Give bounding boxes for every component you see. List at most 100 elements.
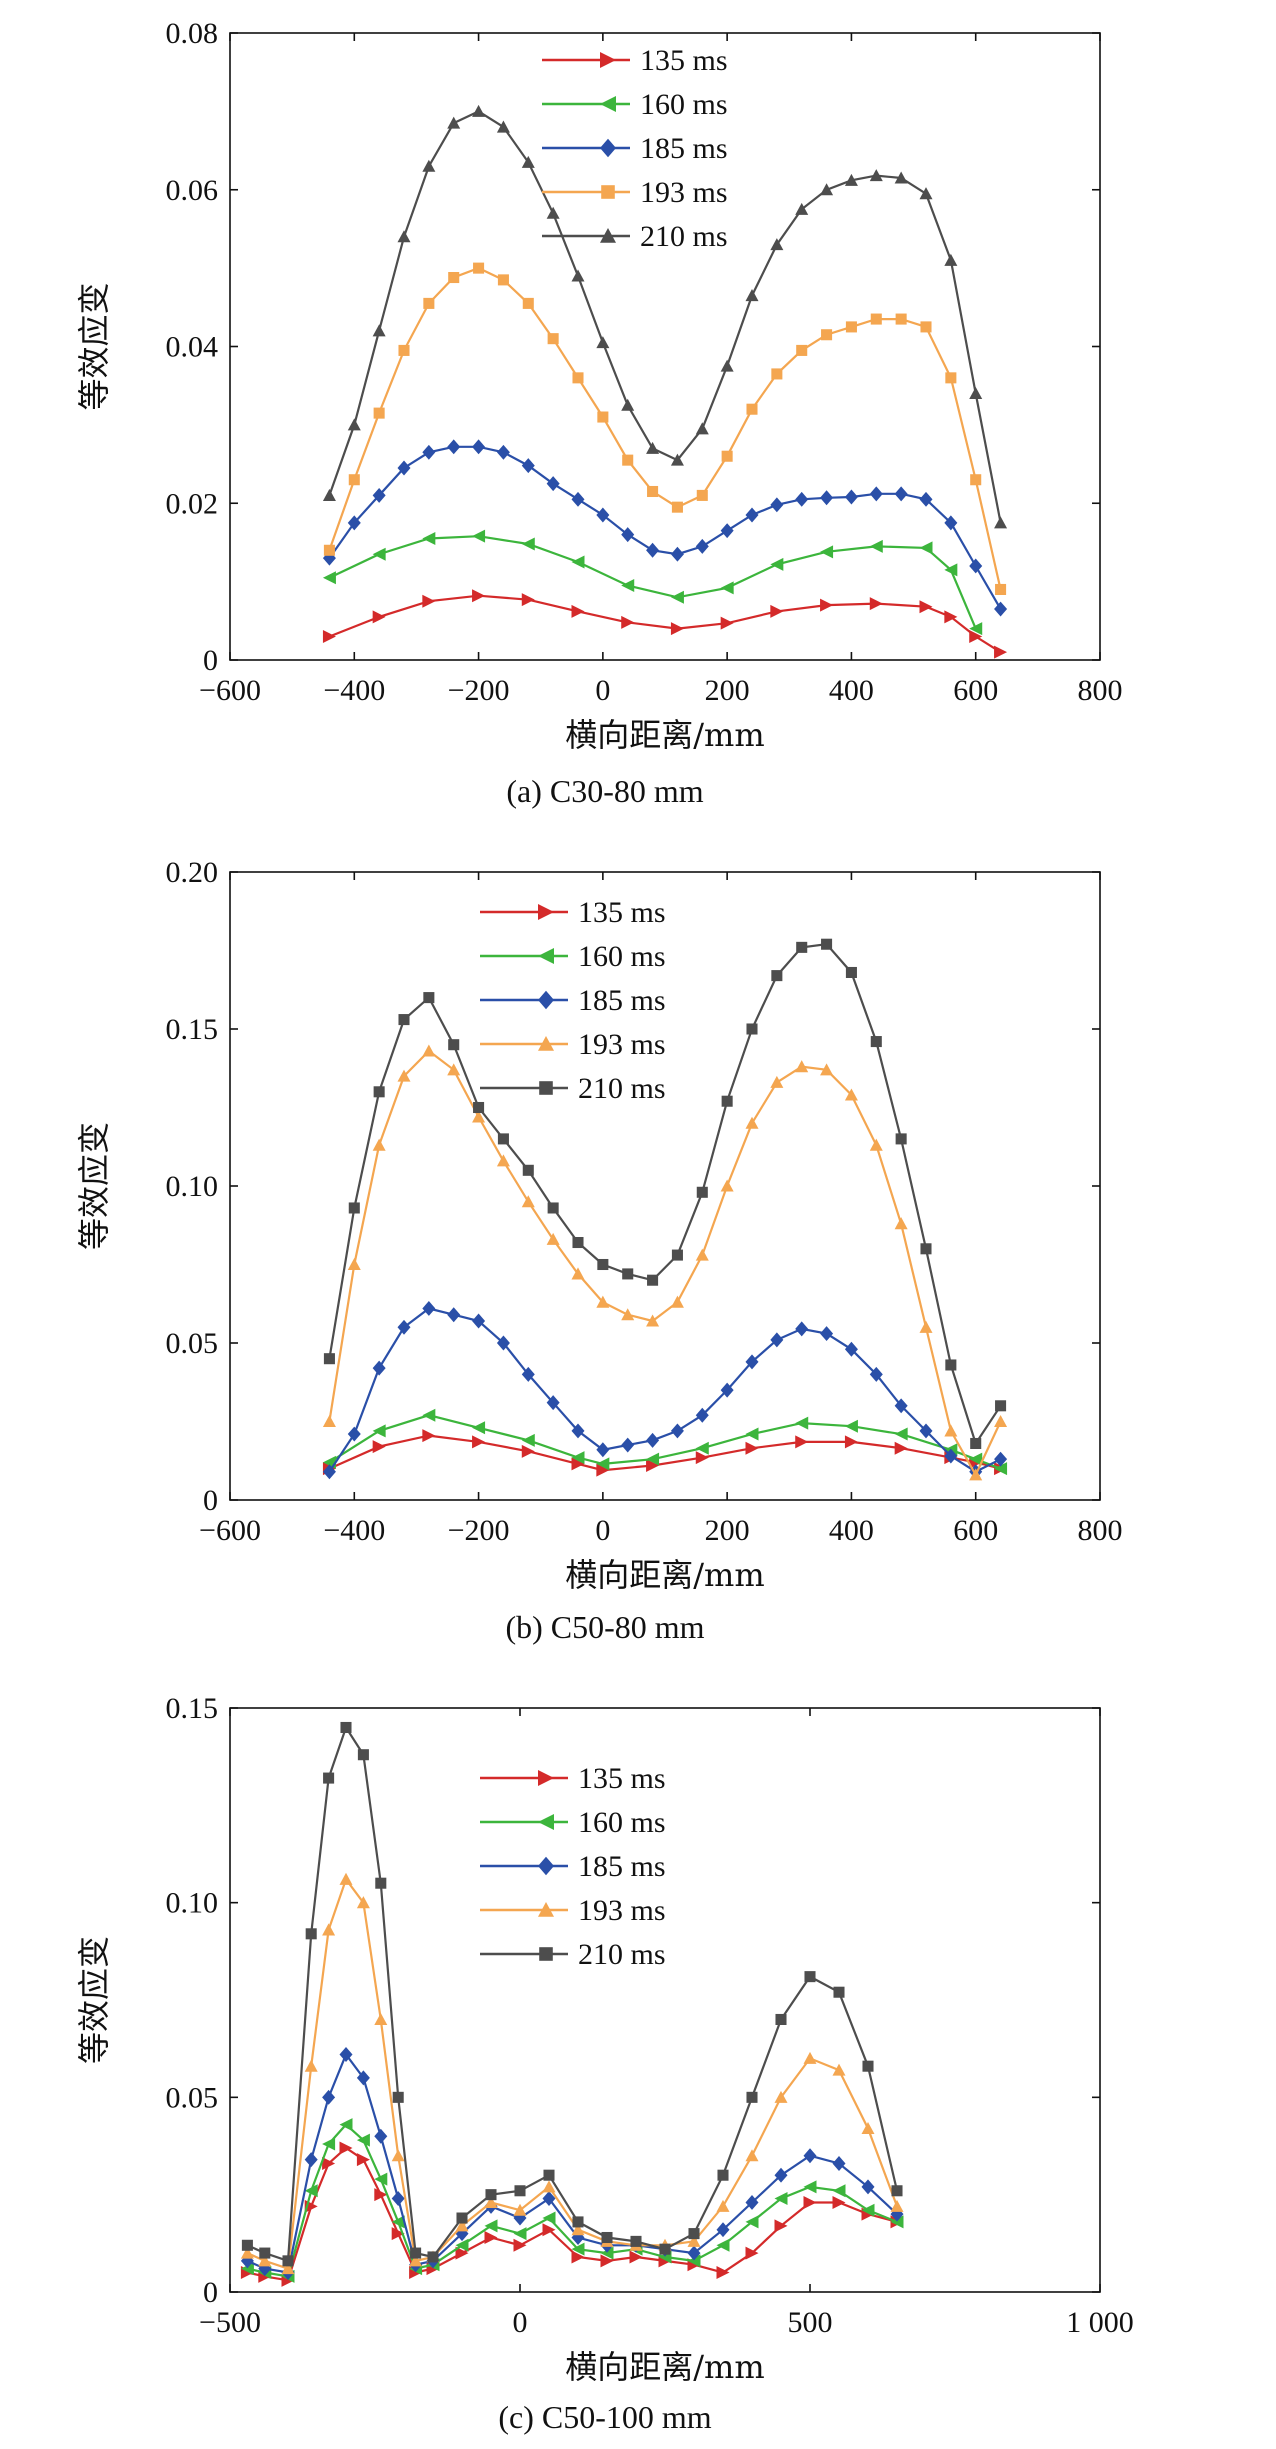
data-point: [472, 104, 486, 117]
data-point: [572, 372, 584, 384]
data-point: [869, 169, 883, 182]
data-point: [745, 289, 759, 302]
series-210-ms: [323, 938, 1007, 1450]
data-point: [969, 1468, 983, 1481]
y-tick-label: 0: [203, 644, 218, 677]
data-point: [410, 2247, 422, 2259]
data-point: [521, 537, 535, 551]
data-point: [372, 547, 386, 561]
data-point: [944, 515, 958, 531]
data-point: [695, 1441, 709, 1455]
data-point: [745, 2194, 759, 2210]
data-point: [774, 2090, 788, 2103]
data-point: [596, 336, 610, 349]
data-point: [546, 206, 560, 219]
data-point: [621, 579, 635, 593]
x-tick-label: −600: [199, 1514, 261, 1547]
legend-label: 185 ms: [640, 132, 728, 165]
series-line: [246, 2052, 898, 2274]
data-point: [356, 2070, 370, 2086]
data-point: [771, 368, 783, 380]
legend-marker: [601, 185, 615, 199]
data-point: [484, 2230, 498, 2244]
legend-marker: [600, 52, 616, 68]
x-tick-label: 1 000: [1066, 2306, 1134, 2339]
series-135-ms: [240, 2141, 904, 2287]
data-point: [571, 1267, 585, 1280]
data-point: [945, 1359, 957, 1371]
data-point: [745, 1427, 759, 1441]
data-point: [770, 604, 784, 618]
series-line: [328, 110, 1002, 524]
data-point: [770, 497, 784, 513]
series-185-ms: [240, 2047, 904, 2281]
data-point: [347, 1258, 361, 1271]
x-tick-label: 0: [595, 674, 610, 707]
data-point: [322, 488, 336, 501]
data-point: [472, 439, 486, 455]
data-point: [845, 966, 857, 979]
data-point: [484, 2195, 498, 2208]
data-point: [241, 2239, 253, 2251]
data-point: [391, 2149, 405, 2162]
legend-label: 160 ms: [640, 88, 728, 121]
data-point: [372, 1424, 386, 1438]
legend-marker: [600, 138, 616, 158]
data-point: [994, 1462, 1008, 1476]
data-point: [869, 597, 883, 611]
data-point: [659, 2243, 671, 2255]
data-point: [775, 2013, 787, 2025]
legend: 135 ms 160 ms 185 ms 193 ms 210 ms: [542, 44, 728, 253]
x-tick-label: 200: [705, 674, 750, 707]
x-tick-label: 600: [953, 1514, 998, 1547]
data-point: [340, 1721, 352, 1733]
data-point: [969, 558, 983, 574]
data-point: [496, 1335, 510, 1351]
legend: 135 ms 160 ms 185 ms 193 ms 210 ms: [480, 1762, 666, 1971]
data-point: [547, 333, 559, 345]
data-point: [969, 387, 983, 400]
data-point: [894, 1427, 908, 1441]
data-point: [596, 1442, 610, 1458]
data-point: [796, 344, 808, 356]
data-point: [472, 1313, 486, 1329]
legend-label: 135 ms: [640, 44, 728, 77]
y-tick-label: 0.06: [166, 174, 219, 207]
data-point: [305, 1928, 317, 1940]
data-point: [646, 542, 660, 558]
data-point: [622, 1268, 634, 1280]
data-point: [870, 313, 882, 325]
data-point: [774, 2219, 788, 2233]
data-point: [646, 1314, 660, 1327]
data-point: [821, 329, 833, 341]
data-point: [720, 616, 734, 630]
data-point: [803, 2148, 817, 2164]
data-point: [304, 2184, 318, 2198]
data-point: [621, 615, 635, 629]
data-point: [695, 1407, 709, 1423]
data-point: [716, 2238, 730, 2252]
legend-label: 210 ms: [578, 1072, 666, 1105]
data-point: [629, 2250, 643, 2264]
series-line: [328, 1414, 1001, 1470]
data-point: [372, 487, 386, 503]
data-point: [770, 1075, 784, 1088]
data-point: [398, 344, 410, 356]
data-point: [571, 2250, 585, 2264]
data-point: [895, 1133, 907, 1145]
data-point: [496, 444, 510, 460]
data-point: [422, 1408, 436, 1422]
data-point: [448, 272, 460, 284]
data-point: [869, 1366, 883, 1382]
data-point: [339, 2141, 353, 2155]
data-point: [795, 1321, 809, 1337]
data-point: [546, 476, 560, 492]
data-point: [427, 2251, 439, 2263]
data-point: [687, 2245, 701, 2261]
data-point: [339, 1872, 353, 1885]
data-point: [513, 2227, 527, 2241]
data-point: [571, 2242, 585, 2256]
data-point: [322, 629, 336, 643]
data-point: [497, 1133, 509, 1145]
legend-label: 193 ms: [578, 1028, 666, 1061]
